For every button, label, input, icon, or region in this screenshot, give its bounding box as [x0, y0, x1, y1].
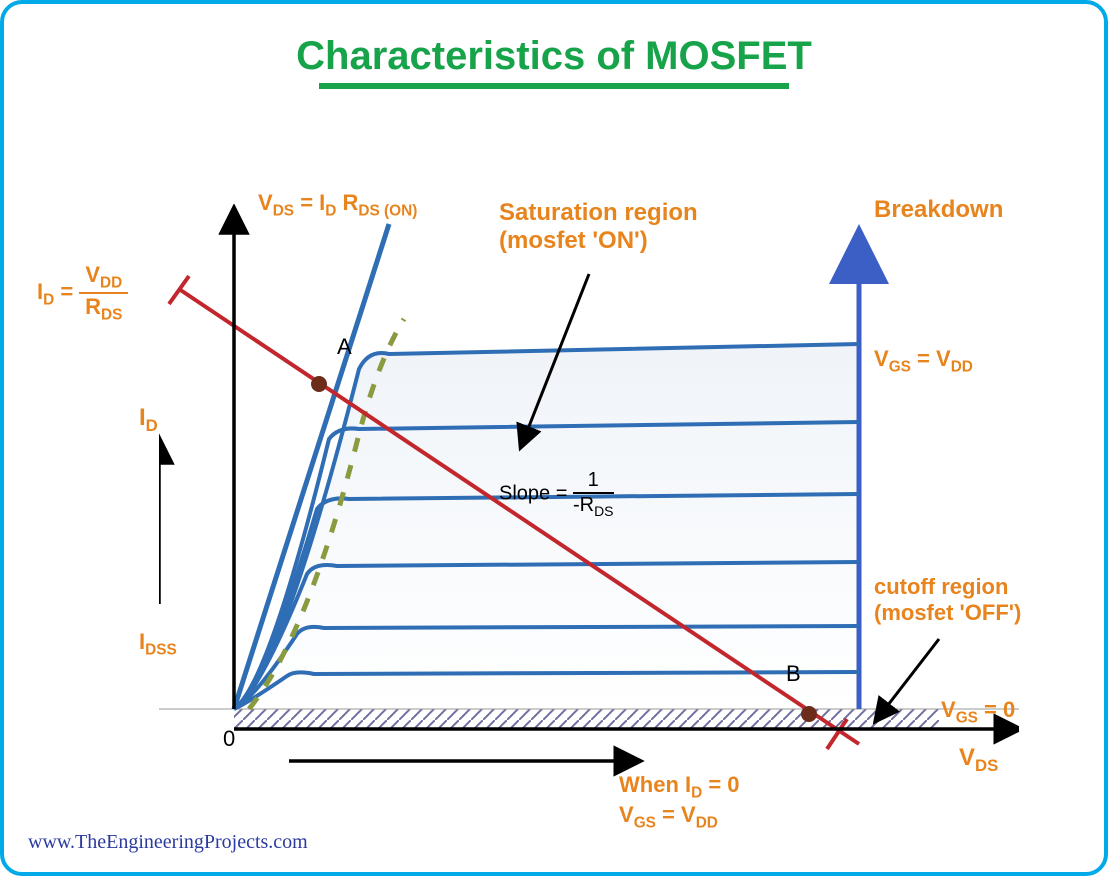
page-title: Characteristics of MOSFET: [22, 34, 1086, 79]
label-id: ID: [139, 404, 158, 436]
label-id-eq: ID = VDD RDS: [37, 262, 128, 325]
label-idss: IDSS: [139, 629, 177, 659]
label-when: When ID = 0 VGS = VDD: [619, 772, 740, 833]
label-breakdown: Breakdown: [874, 196, 1003, 224]
label-vgs0: VGS = 0: [941, 697, 1015, 727]
mosfet-chart: VDS = ID RDS (ON) ID = VDD RDS Saturatio…: [159, 204, 1019, 804]
label-origin: 0: [223, 726, 235, 752]
label-A: A: [337, 334, 352, 360]
label-vds-eq: VDS = ID RDS (ON): [258, 190, 417, 220]
diagram-frame: Characteristics of MOSFET: [0, 0, 1108, 876]
label-B: B: [786, 661, 801, 687]
label-slope: Slope = 1 -RDS: [499, 469, 614, 519]
label-vds-axis: VDS: [959, 744, 998, 776]
credit-link: www.TheEngineeringProjects.com: [28, 831, 308, 854]
title-underline: [319, 83, 789, 89]
label-saturation: Saturation region (mosfet 'ON'): [499, 199, 698, 255]
label-cutoff: cutoff region (mosfet 'OFF'): [874, 574, 1021, 626]
label-vgs-vdd: VGS = VDD: [874, 346, 973, 376]
